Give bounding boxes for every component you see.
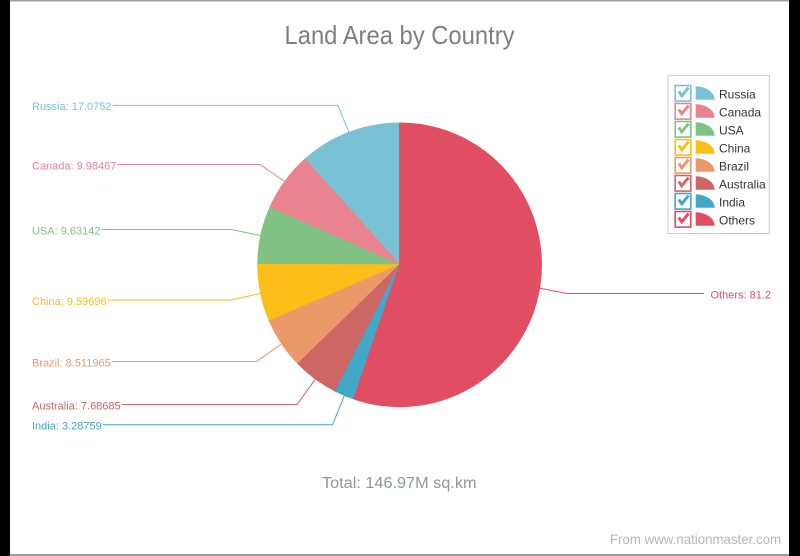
svg-text:Russia: Russia bbox=[719, 87, 756, 101]
svg-text:Brazil: Brazil bbox=[719, 159, 749, 173]
svg-text:Australia: Australia bbox=[719, 177, 766, 191]
svg-text:Australia: 7.68685: Australia: 7.68685 bbox=[32, 400, 121, 412]
svg-text:China: China bbox=[719, 141, 751, 155]
svg-text:Land Area by Country: Land Area by Country bbox=[285, 20, 515, 50]
svg-text:Total: 146.97M sq.km: Total: 146.97M sq.km bbox=[322, 475, 477, 492]
svg-text:From www.nationmaster.com: From www.nationmaster.com bbox=[610, 531, 781, 547]
svg-text:India: 3.28759: India: 3.28759 bbox=[32, 421, 102, 433]
svg-text:Canada: 9.98467: Canada: 9.98467 bbox=[32, 160, 116, 172]
svg-text:USA: 9.63142: USA: 9.63142 bbox=[32, 225, 101, 237]
svg-text:Others: 81.2: Others: 81.2 bbox=[711, 289, 772, 301]
svg-text:Others: Others bbox=[719, 213, 755, 227]
svg-text:India: India bbox=[719, 195, 745, 209]
svg-text:Russia: 17.0752: Russia: 17.0752 bbox=[32, 101, 112, 113]
svg-text:Brazil: 8.511965: Brazil: 8.511965 bbox=[32, 357, 111, 369]
svg-text:China: 9.59696: China: 9.59696 bbox=[32, 296, 107, 308]
svg-text:Canada: Canada bbox=[719, 105, 761, 119]
svg-text:USA: USA bbox=[719, 123, 744, 137]
